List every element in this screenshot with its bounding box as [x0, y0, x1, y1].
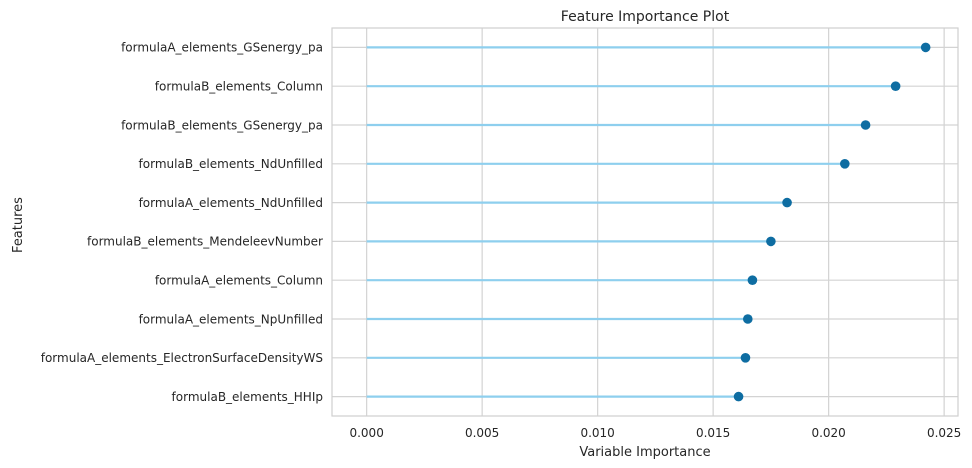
- importance-marker: [766, 236, 776, 247]
- importance-marker: [733, 391, 744, 402]
- x-tick-label: 0.025: [927, 426, 961, 440]
- x-tick-label: 0.015: [696, 426, 730, 440]
- importance-marker: [747, 275, 758, 286]
- y-axis-label: Features: [11, 197, 26, 253]
- importance-marker: [860, 120, 871, 130]
- stem-layer: [366, 46, 926, 398]
- y-tick-label: formulaB_elements_NdUnfilled: [139, 157, 323, 171]
- y-tick-label: formulaB_elements_Column: [155, 80, 323, 94]
- y-tick-label: formulaB_elements_MendeleevNumber: [87, 235, 323, 249]
- x-tick-label: 0.000: [349, 426, 383, 440]
- x-tick-label: 0.010: [580, 426, 614, 440]
- importance-marker: [782, 197, 792, 208]
- y-tick-label: formulaA_elements_GSenergy_pa: [121, 41, 323, 55]
- importance-marker: [840, 159, 850, 169]
- importance-marker: [740, 353, 751, 363]
- y-tick-label: formulaA_elements_ElectronSurfaceDensity…: [41, 351, 323, 365]
- x-tick-labels: 0.000 0.005 0.010 0.015 0.020 0.025: [349, 426, 961, 440]
- y-tick-label: formulaB_elements_GSenergy_pa: [121, 118, 323, 132]
- x-tick-label: 0.005: [465, 426, 499, 440]
- chart-title: Feature Importance Plot: [561, 9, 730, 25]
- x-axis-label: Variable Importance: [579, 445, 710, 460]
- importance-marker: [920, 42, 931, 53]
- y-tick-labels: formulaA_elements_GSenergy_pa formulaB_el…: [41, 41, 323, 404]
- plot-frame: [331, 27, 959, 417]
- marker-layer: [733, 42, 931, 402]
- y-tick-label: formulaA_elements_Column: [155, 274, 323, 288]
- importance-marker: [742, 314, 753, 324]
- x-tick-label: 0.020: [811, 426, 845, 440]
- importance-marker: [890, 81, 901, 91]
- y-tick-label: formulaA_elements_NpUnfilled: [139, 312, 323, 326]
- y-tick-label: formulaB_elements_HHIp: [172, 390, 323, 404]
- y-tick-label: formulaA_elements_NdUnfilled: [139, 196, 323, 210]
